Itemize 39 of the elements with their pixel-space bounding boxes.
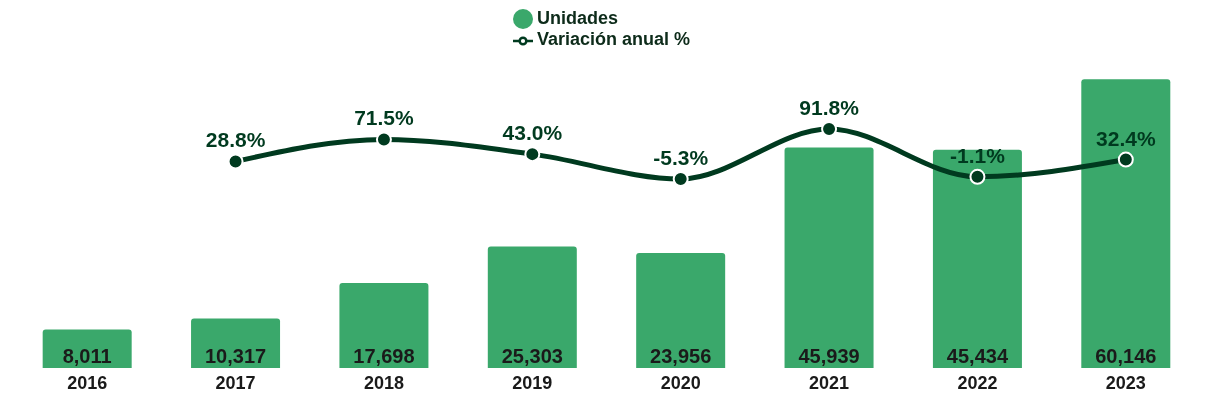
data-label: 91.8% <box>799 96 860 119</box>
bar <box>784 147 874 368</box>
legend-label: Variación anual % <box>536 29 691 50</box>
bar <box>932 149 1022 368</box>
data-label: 45,434 <box>946 345 1009 367</box>
x-tick-label: 2023 <box>1105 372 1146 393</box>
point <box>821 121 838 137</box>
data-label: -5.3% <box>653 146 709 169</box>
data-label: 8,011 <box>62 345 112 367</box>
data-label: 32.4% <box>1096 126 1156 150</box>
bar <box>191 318 281 368</box>
data-label: 23,956 <box>650 345 712 367</box>
point <box>375 131 392 148</box>
data-label: -1.1% <box>950 143 1006 167</box>
x-tick-label: 2017 <box>215 372 256 393</box>
x-tick-label: 2022 <box>957 372 998 393</box>
data-label: 43.0% <box>502 121 563 145</box>
x-tick-label: 2018 <box>363 372 404 393</box>
x-tick-label: 2020 <box>660 372 701 393</box>
x-tick-label: 2016 <box>67 372 108 393</box>
data-label: 28.8% <box>205 128 266 152</box>
point <box>227 153 244 170</box>
bar <box>339 283 429 368</box>
x-tick-label: 2019 <box>512 372 553 393</box>
data-label: 10,317 <box>204 345 267 367</box>
data-label: 60,146 <box>1095 345 1157 367</box>
x-tick-label: 2021 <box>809 372 850 393</box>
data-label: 25,303 <box>501 345 563 367</box>
data-label: 71.5% <box>354 106 415 130</box>
point <box>969 168 986 185</box>
data-label: 45,939 <box>798 345 860 367</box>
point <box>672 171 689 187</box>
bar <box>1081 79 1171 368</box>
point <box>1117 151 1134 168</box>
bar <box>487 246 577 368</box>
point <box>524 146 541 163</box>
legend-label: Unidades <box>536 8 618 28</box>
bar <box>636 252 726 368</box>
data-label: 17,698 <box>353 345 415 367</box>
